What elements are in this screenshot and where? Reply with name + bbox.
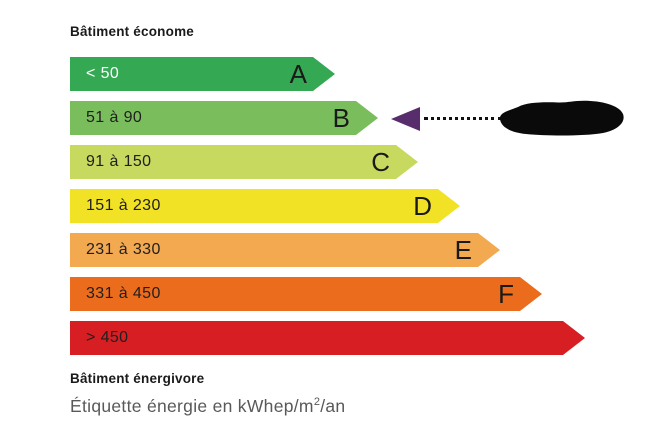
energy-letter-d: D (413, 191, 432, 221)
energy-range-c: 91 à 150 (86, 153, 152, 170)
unit-caption-superscript: 2 (313, 396, 321, 409)
energy-scale: < 50 A 51 à 90 B 91 à 150 C 151 à 230 D … (70, 57, 585, 365)
label-batiment-energivore: Bâtiment énergivore (70, 371, 205, 386)
energy-bar-a: < 50 A (70, 57, 335, 91)
energy-letter-f: F (498, 279, 514, 309)
energy-range-a: < 50 (86, 65, 120, 82)
label-batiment-econome: Bâtiment économe (70, 24, 194, 39)
redacted-value-blob (499, 100, 624, 136)
unit-caption: Étiquette énergie en kWhep/m2/an (70, 396, 345, 417)
energy-bar-b: 51 à 90 B (70, 101, 378, 135)
energy-bar-e: 231 à 330 E (70, 233, 500, 267)
energy-range-b: 51 à 90 (86, 109, 143, 126)
energy-letter-c: C (371, 147, 390, 177)
unit-caption-prefix: Étiquette énergie en kWhep/m (70, 396, 314, 416)
energy-bar-f: 331 à 450 F (70, 277, 542, 311)
energy-range-d: 151 à 230 (86, 197, 161, 214)
energy-bar-g: > 450 (70, 321, 585, 355)
energy-letter-e: E (454, 235, 472, 265)
energy-range-f: 331 à 450 (86, 285, 161, 302)
energy-bar-d: 151 à 230 D (70, 189, 460, 223)
energy-bar-c: 91 à 150 C (70, 145, 418, 179)
pointer-dotted-line (424, 117, 502, 120)
energy-range-g: > 450 (86, 329, 129, 346)
energy-range-e: 231 à 330 (86, 241, 161, 258)
energy-letter-b: B (332, 103, 350, 133)
unit-caption-suffix: /an (320, 396, 346, 416)
energy-letter-a: A (289, 59, 307, 89)
pointer-arrow-icon (391, 107, 420, 131)
